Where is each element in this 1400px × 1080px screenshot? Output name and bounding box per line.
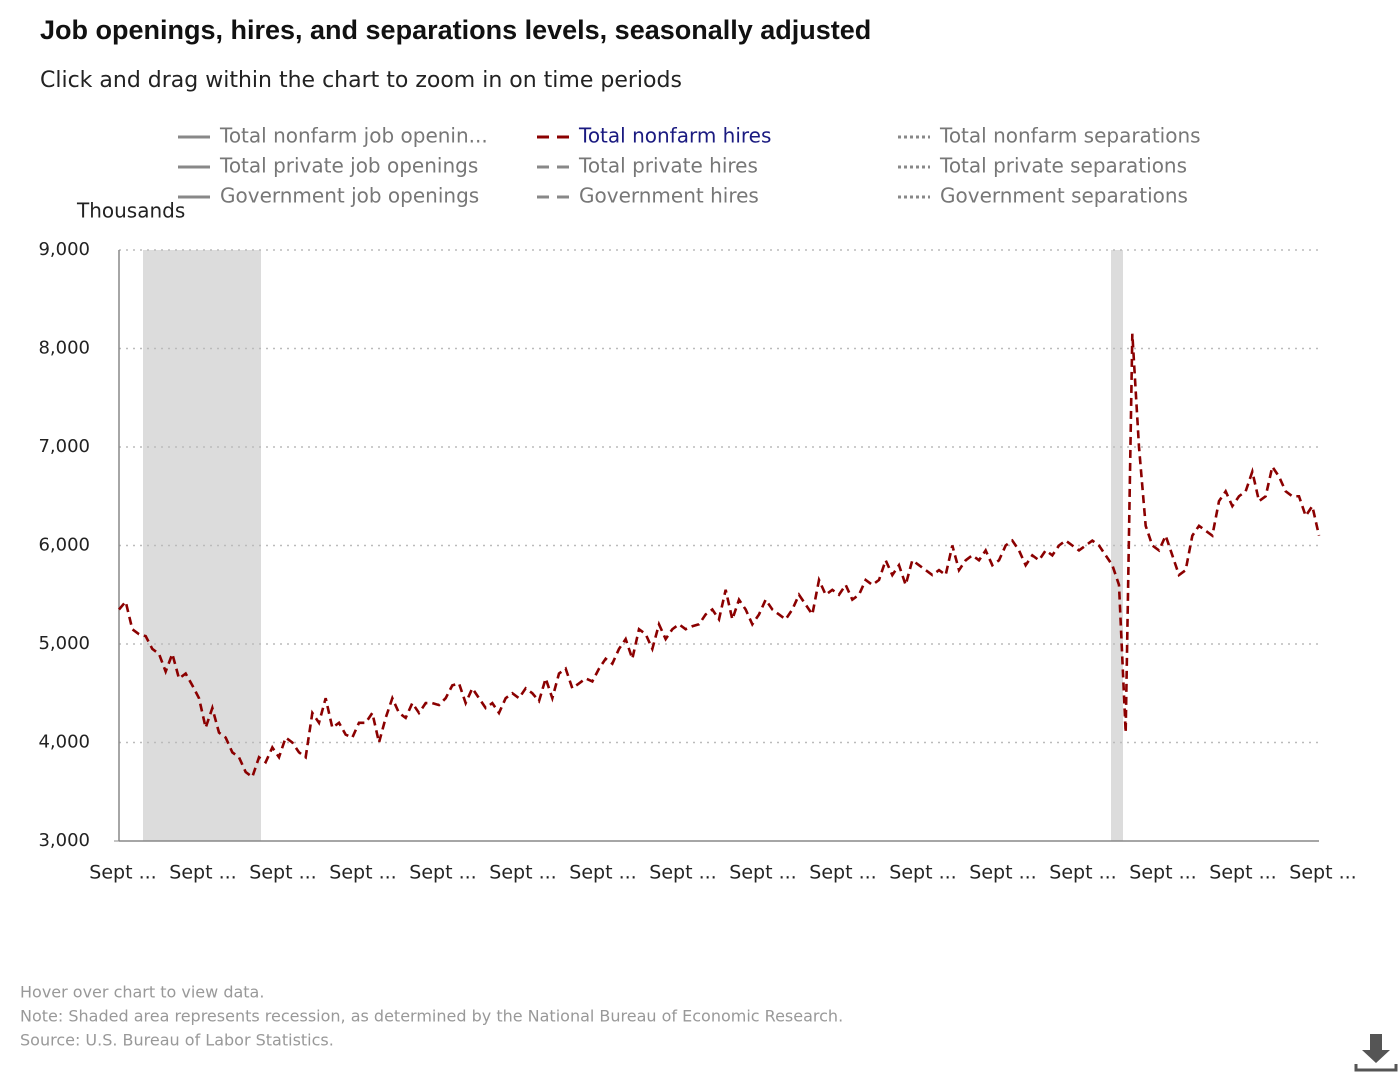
x-tick-label: Sept ... [249, 862, 316, 884]
legend-label[interactable]: Total nonfarm separations [939, 124, 1201, 148]
chart-subtitle: Click and drag within the chart to zoom … [40, 68, 682, 93]
x-tick-label: Sept ... [329, 862, 396, 884]
legend-label[interactable]: Government separations [940, 184, 1188, 208]
legend-label[interactable]: Total nonfarm hires [578, 124, 771, 148]
x-tick-label: Sept ... [969, 862, 1036, 884]
x-tick-label: Sept ... [409, 862, 476, 884]
x-tick-label: Sept ... [489, 862, 556, 884]
footnote: Source: U.S. Bureau of Labor Statistics. [20, 1031, 334, 1050]
x-tick-label: Sept ... [89, 862, 156, 884]
y-tick-label: 5,000 [38, 633, 90, 654]
legend-label[interactable]: Government job openings [220, 184, 479, 208]
y-tick-label: 4,000 [38, 732, 90, 753]
legend-label[interactable]: Total private hires [578, 154, 758, 178]
x-tick-label: Sept ... [1129, 862, 1196, 884]
recession-shade [1111, 250, 1123, 841]
x-tick-label: Sept ... [889, 862, 956, 884]
y-tick-label: 3,000 [38, 830, 90, 851]
y-axis-label: Thousands [76, 199, 185, 223]
x-tick-label: Sept ... [729, 862, 796, 884]
y-tick-label: 7,000 [38, 436, 90, 457]
chart-title: Job openings, hires, and separations lev… [40, 15, 871, 45]
x-tick-label: Sept ... [649, 862, 716, 884]
download-button[interactable] [1354, 1034, 1398, 1072]
y-tick-label: 6,000 [38, 535, 90, 556]
footnote: Hover over chart to view data. [20, 983, 264, 1002]
x-tick-label: Sept ... [1289, 862, 1356, 884]
x-tick-label: Sept ... [1209, 862, 1276, 884]
y-tick-label: 9,000 [38, 239, 90, 260]
legend-label[interactable]: Total private job openings [219, 154, 478, 178]
recession-shade [143, 250, 261, 841]
footnote: Note: Shaded area represents recession, … [20, 1007, 843, 1026]
legend-label[interactable]: Total nonfarm job openin... [219, 124, 488, 148]
legend-label[interactable]: Total private separations [939, 154, 1187, 178]
x-tick-label: Sept ... [169, 862, 236, 884]
x-tick-label: Sept ... [1049, 862, 1116, 884]
legend-label[interactable]: Government hires [579, 184, 759, 208]
x-tick-label: Sept ... [809, 862, 876, 884]
y-tick-label: 8,000 [38, 338, 90, 359]
data-line [118, 333, 1321, 780]
x-tick-label: Sept ... [569, 862, 636, 884]
